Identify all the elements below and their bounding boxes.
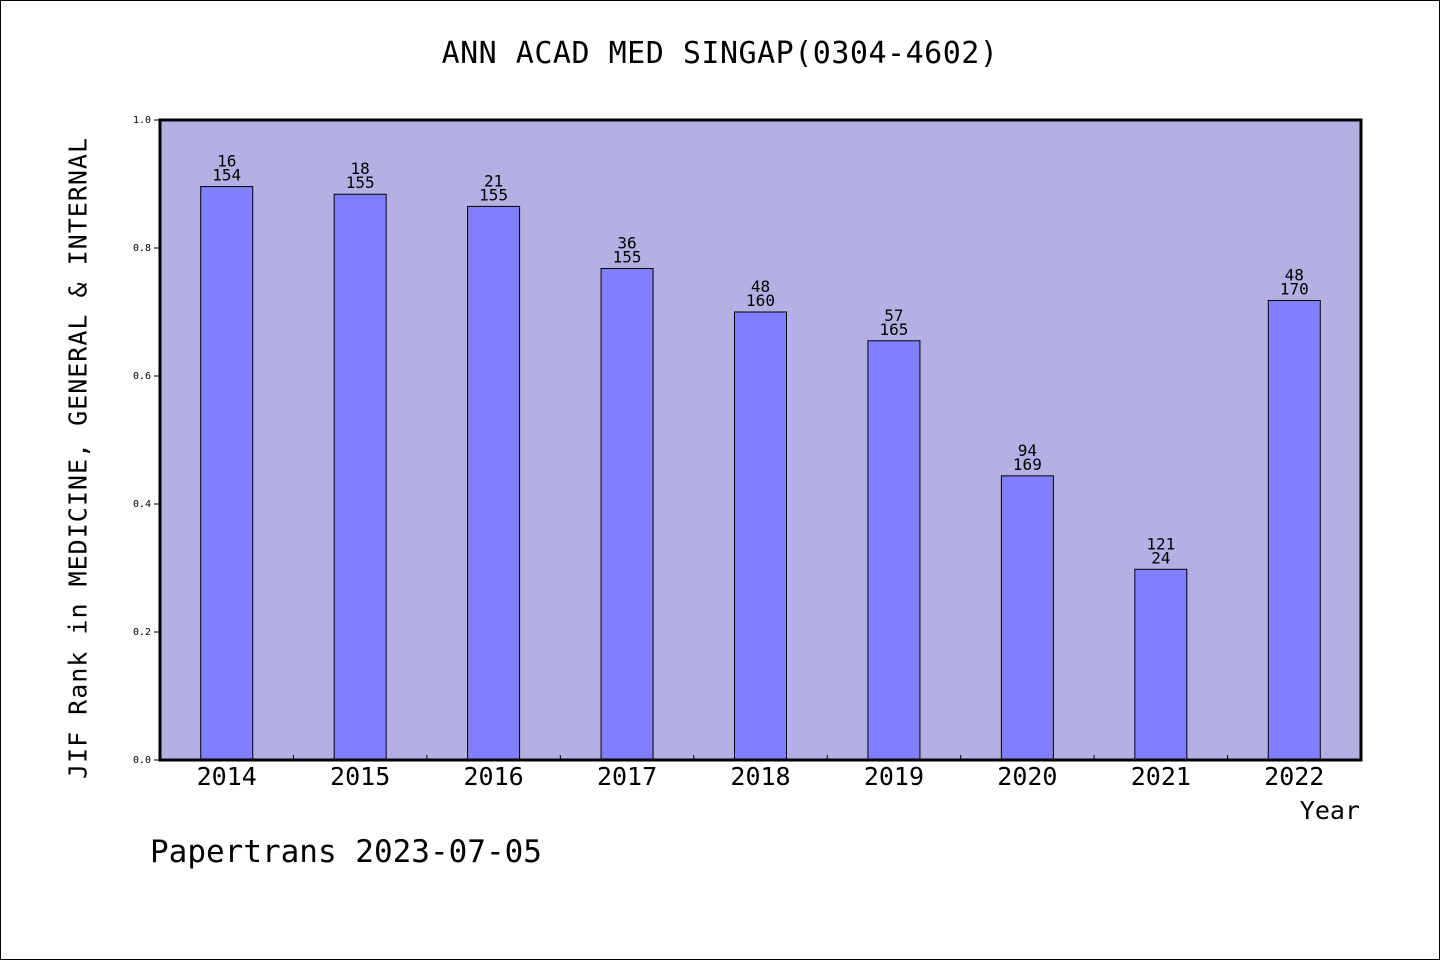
plot-border [158, 118, 1363, 762]
footer-stamp: Papertrans 2023-07-05 [150, 834, 542, 870]
y-tick-label: 0.4 [133, 499, 151, 510]
data-label-bottom: 24 [1151, 548, 1170, 567]
data-label-top: 57 [884, 306, 903, 325]
x-tick-label: 2014 [197, 762, 257, 791]
x-tick-label: 2020 [997, 762, 1057, 791]
data-label-bottom: 155 [613, 247, 642, 266]
x-tick-label: 2018 [730, 762, 790, 791]
bar-2019 [867, 340, 921, 761]
chart-title: ANN ACAD MED SINGAP(0304-4602) [441, 36, 999, 71]
bars-group [200, 186, 1321, 761]
x-tick-label: 2022 [1264, 762, 1324, 791]
y-tick-label: 0.2 [133, 627, 151, 638]
y-tick-label: 0.0 [133, 755, 151, 766]
y-tick-label: 0.6 [133, 371, 151, 382]
bar-2020 [1000, 475, 1054, 761]
x-axis-label: Year [1299, 796, 1360, 825]
x-tick-label: 2016 [464, 762, 524, 791]
data-label-bottom: 154 [212, 166, 241, 185]
data-label-top: 94 [1018, 441, 1037, 460]
bar-2021 [1134, 568, 1188, 761]
data-label-bottom: 160 [746, 291, 775, 310]
data-label-top: 18 [351, 159, 370, 178]
bar-2015 [333, 193, 387, 761]
bar-2014 [200, 186, 254, 761]
data-label-top: 21 [484, 171, 503, 190]
x-tick-label: 2019 [864, 762, 924, 791]
data-label-bottom: 155 [479, 185, 508, 204]
data-label-top: 121 [1146, 534, 1175, 553]
x-axis: 2014 2015 2016 2017 2018 2019 2020 2021 2022 [197, 755, 1324, 791]
data-label-bottom: 165 [879, 320, 908, 339]
data-label-top: 48 [751, 277, 770, 296]
data-label-top: 48 [1285, 265, 1304, 284]
x-tick-label: 2021 [1131, 762, 1191, 791]
bar-2017 [600, 267, 654, 761]
y-tick-label: 1.0 [133, 115, 151, 126]
y-axis: 0.0 0.2 0.4 0.6 0.8 1.0 [133, 115, 160, 766]
data-label-top: 16 [217, 152, 236, 171]
data-label-bottom: 155 [346, 173, 375, 192]
data-label-bottom: 169 [1013, 455, 1042, 474]
bar-2018 [734, 311, 787, 761]
x-tick-label: 2017 [597, 762, 657, 791]
x-tick-label: 2015 [330, 762, 390, 791]
y-tick-label: 0.8 [133, 243, 151, 254]
data-label-top: 36 [617, 233, 636, 252]
data-label-bottom: 170 [1280, 279, 1309, 298]
bar-2022 [1267, 299, 1321, 761]
bar-2016 [467, 205, 521, 761]
